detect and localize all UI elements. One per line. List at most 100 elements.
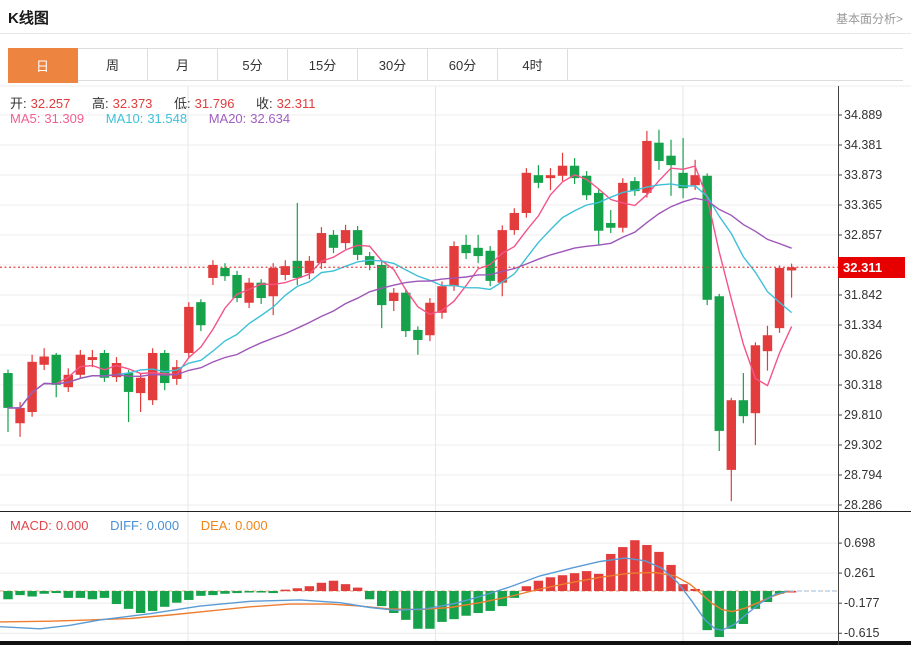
y-axis-label: 29.810 <box>844 408 882 422</box>
macd-bar <box>557 575 568 592</box>
macd-bar <box>316 582 327 592</box>
ma5-value: 31.309 <box>44 111 85 126</box>
candle-up <box>449 246 459 287</box>
macd-y-axis-label: -0.177 <box>844 596 879 610</box>
candle-up <box>618 182 628 228</box>
tab-month[interactable]: 月 <box>148 49 218 80</box>
tab-30min[interactable]: 30分 <box>358 49 428 80</box>
macd-y-axis-label: -0.615 <box>844 626 879 640</box>
candle-up <box>509 212 520 231</box>
chart-bottom-border <box>0 641 911 645</box>
ma20-label: MA20: <box>208 111 247 126</box>
candle-down <box>581 175 592 196</box>
candle-down <box>593 192 604 231</box>
macd-bar <box>654 551 664 592</box>
close-label: 收: <box>256 96 273 111</box>
candle-down <box>123 373 134 392</box>
macd-bar <box>75 591 86 598</box>
y-axis-label: 32.857 <box>844 228 882 242</box>
macd-bar <box>328 580 339 592</box>
candle-up <box>557 165 568 176</box>
candle-up <box>75 354 86 375</box>
macd-bar <box>304 586 315 592</box>
macd-bar <box>461 591 471 616</box>
y-axis-label: 33.365 <box>844 198 882 212</box>
tab-4hour[interactable]: 4时 <box>498 49 568 80</box>
candle-down <box>413 329 423 340</box>
macd-value: 0.000 <box>55 518 89 533</box>
macd-bar <box>196 591 206 596</box>
y-axis-label: 29.302 <box>844 438 882 452</box>
macd-bar <box>340 584 351 592</box>
macd-bar <box>533 580 544 592</box>
candle-up <box>437 286 447 313</box>
macd-bar <box>593 573 604 592</box>
ma10-label: MA10: <box>105 111 144 126</box>
tab-5min[interactable]: 5分 <box>218 49 288 80</box>
macd-bar <box>123 591 134 609</box>
candle-down <box>702 175 712 300</box>
candle-up <box>244 282 254 303</box>
candle-down <box>99 352 110 378</box>
macd-bar <box>87 591 98 600</box>
candle-down <box>569 165 580 179</box>
macd-bar <box>63 591 73 598</box>
y-axis-label: 28.794 <box>844 468 882 482</box>
low-value: 31.796 <box>194 96 235 111</box>
macd-bar <box>690 588 700 592</box>
candle-down <box>3 373 13 408</box>
macd-y-axis-label: 0.698 <box>844 536 875 550</box>
candle-up <box>786 267 797 271</box>
candle-down <box>666 155 676 166</box>
candle-down <box>606 223 616 228</box>
high-label: 高: <box>92 96 109 111</box>
macd-bar <box>425 591 435 629</box>
candle-down <box>654 142 664 162</box>
macd-bar <box>268 591 278 594</box>
tab-week[interactable]: 周 <box>78 49 148 80</box>
candle-up <box>208 264 218 278</box>
macd-bar <box>3 591 13 600</box>
y-axis-label: 34.889 <box>844 108 882 122</box>
candle-up <box>316 233 327 264</box>
ma5-label: MA5: <box>10 111 41 126</box>
macd-bar <box>39 591 49 594</box>
candle-down <box>473 247 483 257</box>
candle-up <box>497 230 507 283</box>
macd-bar <box>147 591 158 611</box>
diff-value: 0.000 <box>146 518 180 533</box>
candle-up <box>425 302 435 336</box>
period-tabbar: 日 周 月 5分 15分 30分 60分 4时 <box>8 48 903 83</box>
candle-up <box>268 267 278 297</box>
candle-down <box>220 267 230 277</box>
ma20-line <box>8 197 792 409</box>
macd-bar <box>292 588 303 592</box>
candle-down <box>630 181 640 192</box>
dea-label: DEA: <box>200 518 232 533</box>
macd-bar <box>15 591 25 596</box>
tab-day[interactable]: 日 <box>8 48 78 83</box>
candle-down <box>533 175 544 183</box>
macd-bar <box>27 591 37 597</box>
macd-bar <box>666 564 676 592</box>
candle-down <box>352 230 363 255</box>
fundamental-analysis-link[interactable]: 基本面分析> <box>835 12 903 26</box>
macd-bar <box>702 591 712 631</box>
ma10-line <box>8 183 793 409</box>
ma5-line <box>8 165 793 409</box>
candle-down <box>678 172 688 189</box>
macd-bar <box>738 591 749 624</box>
y-axis-label: 34.381 <box>844 138 882 152</box>
page-header: K线图 基本面分析> <box>0 0 911 34</box>
tab-15min[interactable]: 15分 <box>288 49 358 80</box>
tab-60min[interactable]: 60分 <box>428 49 498 80</box>
dea-line <box>0 571 791 623</box>
current-price-tag: 32.311 <box>838 256 905 278</box>
candle-up <box>280 266 290 275</box>
candle-down <box>51 354 61 385</box>
macd-bar <box>51 591 61 594</box>
candle-up <box>63 374 73 388</box>
y-axis-label: 33.873 <box>844 168 882 182</box>
high-value: 32.373 <box>112 96 153 111</box>
